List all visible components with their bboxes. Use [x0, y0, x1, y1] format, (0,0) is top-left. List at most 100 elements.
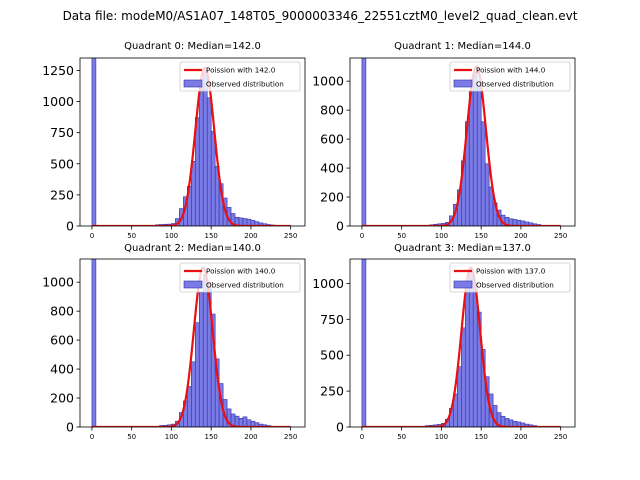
axes-frame — [79, 258, 306, 428]
panel-title: Quadrant 0: Median=142.0 — [124, 41, 261, 52]
panel-quadrant-0: Quadrant 0: Median=142.0 0 50 100 150 200 250… — [42, 41, 306, 240]
x-tick-label: 50 — [127, 433, 136, 441]
x-tick-label: 0 — [360, 232, 364, 240]
histogram-bar — [476, 85, 482, 226]
y-tick-label: 500 — [50, 156, 74, 171]
plot-area — [91, 259, 291, 427]
x-tick-label: 0 — [90, 232, 94, 240]
x-tick-label: 100 — [435, 232, 448, 240]
histogram-bar — [480, 121, 486, 226]
y-tick-label: 1000 — [42, 275, 74, 290]
y-tick-label: 1000 — [312, 74, 344, 89]
x-tick-label: 200 — [514, 433, 527, 441]
y-tick-label: 200 — [320, 190, 344, 205]
y-tick-label: 250 — [320, 384, 344, 399]
panel-title: Quadrant 3: Median=137.0 — [394, 243, 531, 254]
legend: Poission with 142.0 Observed distribution — [179, 61, 301, 92]
x-tick-label: 0 — [90, 433, 94, 441]
histogram-bar — [468, 271, 474, 427]
histogram-bar — [202, 71, 208, 226]
x-tick-label: 250 — [284, 232, 297, 240]
histogram-bar — [464, 288, 470, 427]
y-tick-label: 1000 — [42, 94, 74, 109]
panel-quadrant-1: Quadrant 1: Median=144.0 0 50 100 150 200 250… — [312, 41, 576, 240]
y-tick-label: 750 — [320, 312, 344, 327]
legend-observed-swatch — [453, 280, 473, 289]
legend: Poission with 140.0 Observed distribution — [179, 262, 301, 293]
histogram-bar — [206, 97, 212, 226]
x-tick-label: 150 — [204, 232, 217, 240]
histogram-bar — [210, 131, 216, 226]
y-tick-label: 600 — [320, 132, 344, 147]
histogram-bar — [238, 418, 244, 427]
poisson-curve — [91, 66, 291, 226]
x-tick-label: 200 — [244, 232, 257, 240]
legend-observed-swatch — [183, 79, 203, 88]
histogram-bar — [361, 259, 367, 427]
x-tick-label: 150 — [204, 433, 217, 441]
panel-quadrant-3: Quadrant 3: Median=137.0 0 50 100 150 200 250… — [312, 243, 576, 441]
y-tick-label: 800 — [320, 103, 344, 118]
legend-label-observed: Observed distribution — [206, 80, 284, 89]
y-tick-label: 250 — [50, 187, 74, 202]
y-tick-label: 1000 — [312, 276, 344, 291]
y-tick-label: 400 — [50, 362, 74, 377]
axes-frame — [349, 258, 576, 428]
histogram-bar — [194, 322, 200, 427]
y-tick-label: 400 — [320, 161, 344, 176]
histogram-bar — [472, 72, 478, 226]
y-tick-label: 750 — [50, 125, 74, 140]
legend-label-observed: Observed distribution — [476, 80, 554, 89]
histogram-bar — [504, 418, 510, 427]
legend: Poission with 144.0 Observed distribution — [449, 61, 571, 92]
x-tick-label: 150 — [474, 232, 487, 240]
legend-box — [449, 61, 571, 92]
plot-area — [361, 58, 561, 226]
y-tick-label: 1250 — [42, 63, 74, 78]
panel-quadrant-2: Quadrant 2: Median=140.0 0 50 100 150 200 250… — [42, 243, 306, 441]
x-tick-label: 150 — [474, 433, 487, 441]
plot-area — [361, 259, 561, 427]
x-tick-label: 250 — [284, 433, 297, 441]
legend-label-poisson: Poission with 144.0 — [476, 66, 546, 75]
histogram-bar — [234, 415, 240, 427]
y-tick-label: 0 — [336, 420, 344, 435]
axes-frame — [79, 57, 306, 227]
legend: Poission with 137.0 Observed distribution — [449, 262, 571, 293]
histogram-bar — [484, 163, 490, 226]
histogram-bar — [198, 86, 204, 226]
x-tick-label: 200 — [244, 433, 257, 441]
histogram-bar — [468, 91, 474, 226]
x-tick-label: 50 — [397, 232, 406, 240]
histogram-bar — [361, 58, 367, 226]
x-tick-label: 250 — [554, 433, 567, 441]
legend-box — [179, 61, 301, 92]
x-tick-label: 200 — [514, 232, 527, 240]
histogram-bar — [191, 361, 196, 427]
histogram-bar — [198, 292, 204, 427]
legend-label-poisson: Poission with 140.0 — [206, 267, 276, 276]
y-tick-label: 500 — [320, 348, 344, 363]
x-tick-label: 250 — [554, 232, 567, 240]
axes-frame — [349, 57, 576, 227]
plot-area — [91, 58, 291, 226]
figure-suptitle: Data file: modeM0/AS1A07_148T05_90000033… — [63, 9, 578, 23]
legend-label-poisson: Poission with 137.0 — [476, 267, 546, 276]
x-tick-label: 100 — [165, 232, 178, 240]
histogram-bar — [187, 386, 192, 427]
poisson-curve — [361, 266, 561, 427]
x-tick-label: 50 — [127, 232, 136, 240]
poisson-curve — [361, 65, 561, 226]
legend-observed-swatch — [183, 280, 203, 289]
y-tick-label: 0 — [66, 219, 74, 234]
y-tick-label: 0 — [336, 219, 344, 234]
x-tick-label: 50 — [397, 433, 406, 441]
legend-label-poisson: Poission with 142.0 — [206, 66, 276, 75]
histogram-bar — [461, 327, 466, 427]
y-tick-label: 0 — [66, 420, 74, 435]
x-tick-label: 0 — [360, 433, 364, 441]
legend-label-observed: Observed distribution — [476, 281, 554, 290]
x-tick-label: 100 — [435, 433, 448, 441]
panel-title: Quadrant 1: Median=144.0 — [394, 41, 531, 52]
